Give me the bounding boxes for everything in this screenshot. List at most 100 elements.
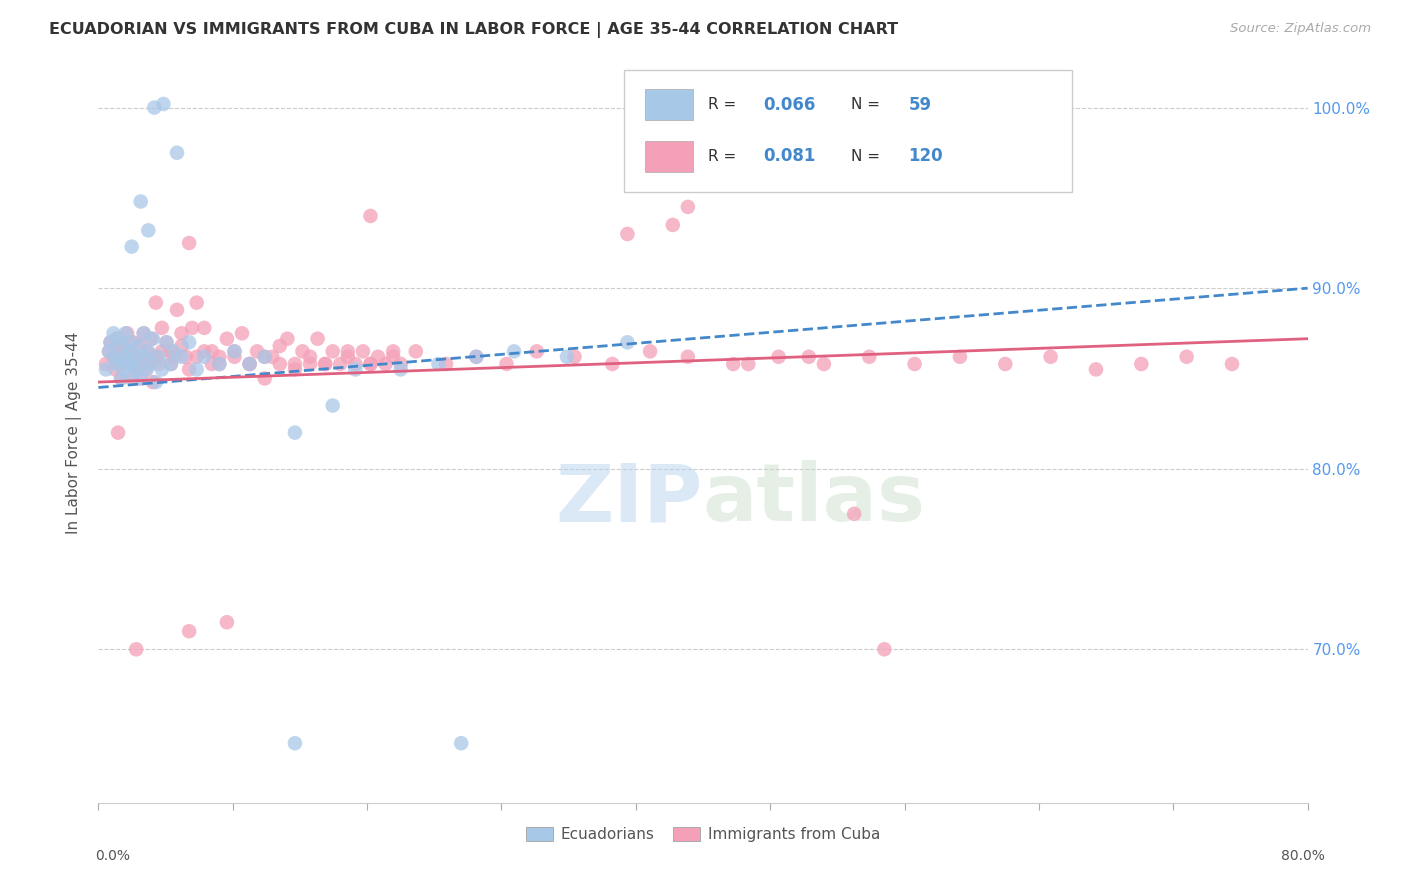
Point	[253, 371, 276, 385]
Point	[166, 145, 188, 160]
Point	[125, 642, 148, 657]
Point	[201, 344, 224, 359]
Point	[215, 615, 238, 630]
Point	[844, 507, 866, 521]
Point	[105, 332, 128, 346]
Point	[602, 357, 624, 371]
Point	[136, 357, 159, 371]
FancyBboxPatch shape	[645, 89, 693, 120]
Point	[352, 344, 374, 359]
Point	[145, 295, 167, 310]
Point	[107, 425, 129, 440]
Point	[231, 326, 253, 341]
Point	[103, 326, 125, 341]
Point	[269, 357, 291, 371]
Point	[360, 357, 382, 371]
Point	[336, 350, 359, 364]
Point	[1220, 357, 1243, 371]
Point	[129, 371, 152, 385]
Point	[269, 339, 291, 353]
Text: Source: ZipAtlas.com: Source: ZipAtlas.com	[1230, 22, 1371, 36]
Point	[136, 223, 159, 237]
Point	[122, 357, 145, 371]
Point	[224, 350, 246, 364]
Point	[201, 357, 224, 371]
Point	[120, 344, 142, 359]
Point	[108, 344, 131, 359]
Point	[105, 357, 128, 371]
Point	[382, 344, 405, 359]
Point	[224, 344, 246, 359]
Point	[98, 344, 121, 359]
Point	[100, 335, 122, 350]
Text: 59: 59	[908, 95, 932, 113]
Point	[186, 350, 208, 364]
Point	[465, 350, 488, 364]
Point	[128, 339, 150, 353]
Point	[103, 350, 125, 364]
Point	[616, 335, 638, 350]
Point	[322, 399, 344, 413]
Point	[114, 326, 136, 341]
Point	[155, 335, 177, 350]
Point	[115, 326, 138, 341]
FancyBboxPatch shape	[624, 70, 1071, 192]
Point	[360, 209, 382, 223]
Point	[125, 350, 148, 364]
Point	[118, 357, 141, 371]
Point	[107, 332, 129, 346]
Point	[150, 362, 173, 376]
Point	[135, 362, 157, 376]
Text: 120: 120	[908, 147, 943, 165]
Point	[465, 350, 488, 364]
Point	[104, 362, 127, 376]
Point	[134, 362, 156, 376]
Point	[284, 736, 307, 750]
Point	[135, 344, 157, 359]
FancyBboxPatch shape	[645, 141, 693, 172]
Point	[276, 332, 298, 346]
Point	[160, 344, 183, 359]
Point	[374, 357, 396, 371]
Point	[179, 362, 201, 376]
Point	[152, 97, 174, 112]
Point	[193, 350, 215, 364]
Point	[125, 350, 148, 364]
Point	[193, 321, 215, 335]
Point	[208, 357, 231, 371]
Point	[284, 362, 307, 376]
Point	[253, 350, 276, 364]
Y-axis label: In Labor Force | Age 35-44: In Labor Force | Age 35-44	[66, 332, 83, 533]
Point	[284, 357, 307, 371]
Point	[253, 350, 276, 364]
Text: ECUADORIAN VS IMMIGRANTS FROM CUBA IN LABOR FORCE | AGE 35-44 CORRELATION CHART: ECUADORIAN VS IMMIGRANTS FROM CUBA IN LA…	[49, 22, 898, 38]
Text: N =: N =	[851, 97, 884, 112]
Point	[246, 344, 269, 359]
Point	[132, 326, 155, 341]
Point	[122, 335, 145, 350]
Point	[314, 357, 336, 371]
Point	[329, 357, 352, 371]
Point	[382, 350, 405, 364]
Point	[813, 357, 835, 371]
Point	[118, 344, 141, 359]
Point	[127, 362, 149, 376]
Text: 0.066: 0.066	[763, 95, 815, 113]
Point	[124, 357, 146, 371]
Point	[143, 101, 166, 115]
Text: R =: R =	[707, 97, 741, 112]
Point	[141, 357, 163, 371]
Point	[163, 350, 186, 364]
Text: atlas: atlas	[703, 460, 927, 538]
Point	[111, 339, 134, 353]
Point	[186, 362, 208, 376]
Point	[1175, 350, 1198, 364]
Text: 0.081: 0.081	[763, 147, 815, 165]
Point	[495, 357, 517, 371]
Legend: Ecuadorians, Immigrants from Cuba: Ecuadorians, Immigrants from Cuba	[519, 821, 887, 848]
Point	[858, 350, 880, 364]
Point	[322, 344, 344, 359]
Text: ZIP: ZIP	[555, 460, 703, 538]
Point	[193, 344, 215, 359]
Text: N =: N =	[851, 149, 884, 164]
